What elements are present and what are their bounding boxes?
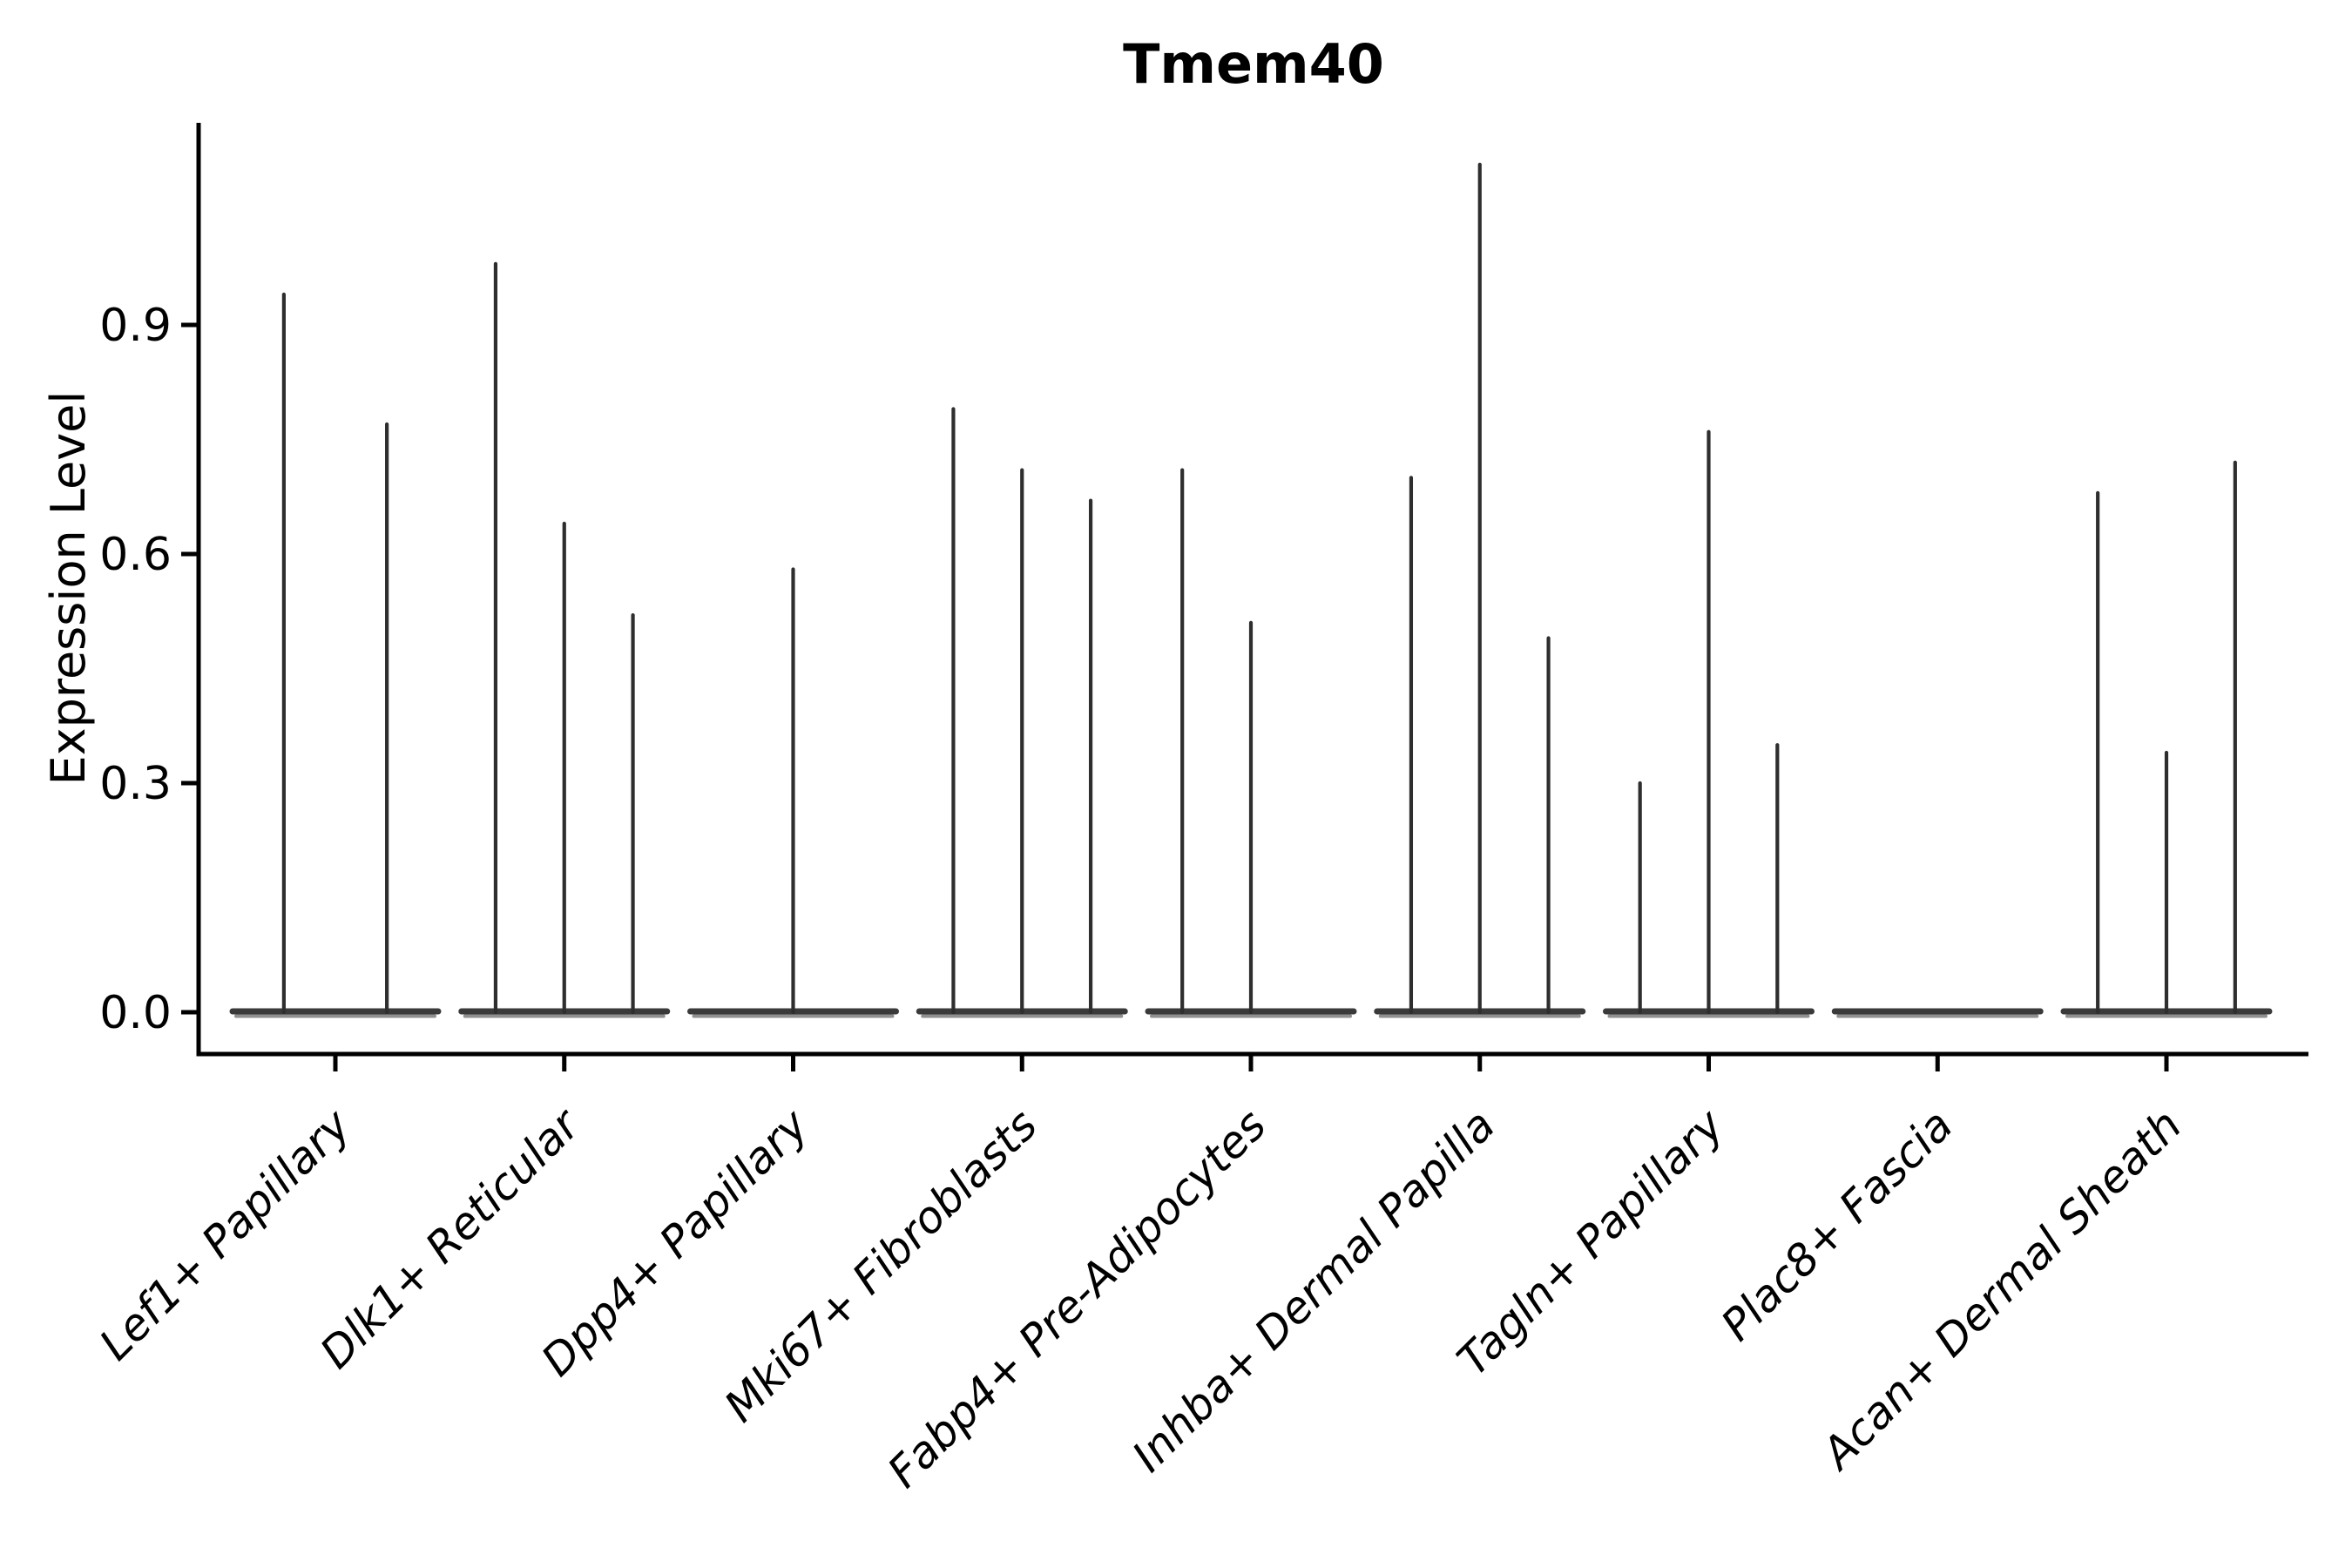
y-tick-label: 0.3 <box>99 758 172 810</box>
x-tick-label: Acan+ Dermal Sheath <box>1811 1099 2192 1480</box>
x-tick-label: Plac8+ Fascia <box>1712 1099 1963 1350</box>
x-tick-label: Lef1+ Papillary <box>90 1098 361 1369</box>
y-tick-label: 0.0 <box>99 987 172 1039</box>
y-tick-label: 0.6 <box>99 529 172 581</box>
y-axis-title: Expression Level <box>41 391 96 786</box>
y-tick-label: 0.9 <box>99 300 172 352</box>
x-tick-label: Inhba+ Dermal Papilla <box>1123 1099 1504 1481</box>
chart-title: Tmem40 <box>1123 32 1384 96</box>
x-tick-label: Fabp4+ Pre-Adipocytes <box>878 1099 1276 1497</box>
